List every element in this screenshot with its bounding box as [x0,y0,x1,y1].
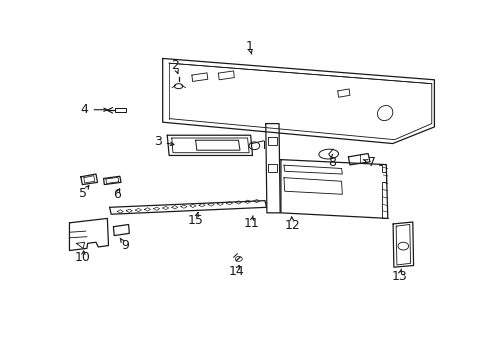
Text: 3: 3 [154,135,162,148]
Text: 6: 6 [113,188,121,201]
Text: 10: 10 [75,251,91,264]
Text: 13: 13 [390,270,406,283]
Text: 5: 5 [79,187,87,200]
Text: 11: 11 [243,217,259,230]
Text: 1: 1 [245,40,253,53]
Bar [115,108,126,112]
Text: 4: 4 [81,103,88,116]
Text: 8: 8 [328,157,336,170]
Text: 12: 12 [284,219,300,232]
Text: 2: 2 [170,59,179,72]
Text: 15: 15 [187,213,203,226]
Text: 7: 7 [367,157,375,170]
Text: 14: 14 [228,265,244,278]
Text: 9: 9 [121,239,128,252]
